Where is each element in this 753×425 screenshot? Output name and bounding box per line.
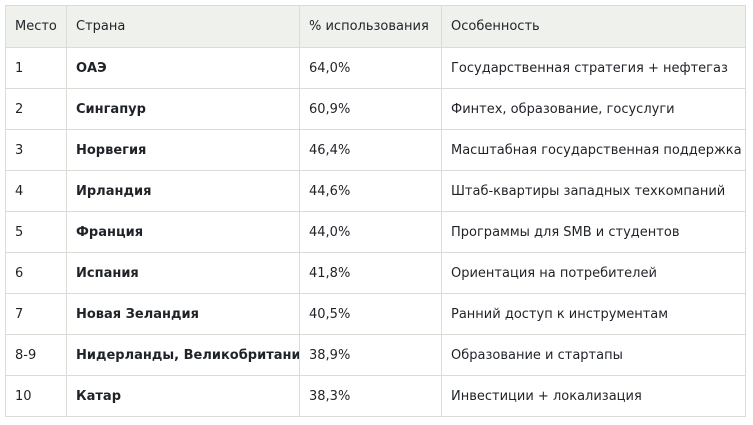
rank-cell: 2	[5, 88, 67, 130]
table-row: 6 Испания 41,8% Ориентация на потребител…	[5, 252, 746, 294]
rank-cell: 1	[5, 47, 67, 89]
usage-cell: 44,6%	[299, 170, 442, 212]
ranking-table: Место Страна % использования Особенность…	[5, 5, 746, 417]
ranking-table-container: Место Страна % использования Особенность…	[5, 5, 746, 417]
rank-cell: 7	[5, 293, 67, 335]
feature-cell: Программы для SMB и студентов	[441, 211, 746, 253]
table-row: 1 ОАЭ 64,0% Государственная стратегия + …	[5, 47, 746, 89]
country-cell: Нидерланды, Великобритания	[66, 334, 300, 376]
rank-cell: 6	[5, 252, 67, 294]
usage-cell: 44,0%	[299, 211, 442, 253]
country-cell: Испания	[66, 252, 300, 294]
table-row: 8-9 Нидерланды, Великобритания 38,9% Обр…	[5, 334, 746, 376]
column-header-rank: Место	[5, 5, 67, 48]
column-header-country: Страна	[66, 5, 300, 48]
usage-cell: 60,9%	[299, 88, 442, 130]
column-header-feature: Особенность	[441, 5, 746, 48]
usage-cell: 40,5%	[299, 293, 442, 335]
country-cell: Ирландия	[66, 170, 300, 212]
usage-cell: 38,3%	[299, 375, 442, 417]
country-cell: Новая Зеландия	[66, 293, 300, 335]
rank-cell: 8-9	[5, 334, 67, 376]
rank-cell: 4	[5, 170, 67, 212]
feature-cell: Государственная стратегия + нефтегаз	[441, 47, 746, 89]
country-cell: Катар	[66, 375, 300, 417]
feature-cell: Штаб-квартиры западных техкомпаний	[441, 170, 746, 212]
usage-cell: 64,0%	[299, 47, 442, 89]
feature-cell: Масштабная государственная поддержка	[441, 129, 746, 171]
country-cell: Норвегия	[66, 129, 300, 171]
table-row: 2 Сингапур 60,9% Финтех, образование, го…	[5, 88, 746, 130]
table-row: 5 Франция 44,0% Программы для SMB и студ…	[5, 211, 746, 253]
table-header-row: Место Страна % использования Особенность	[5, 5, 746, 48]
column-header-usage: % использования	[299, 5, 442, 48]
feature-cell: Инвестиции + локализация	[441, 375, 746, 417]
feature-cell: Образование и стартапы	[441, 334, 746, 376]
usage-cell: 38,9%	[299, 334, 442, 376]
table-row: 3 Норвегия 46,4% Масштабная государствен…	[5, 129, 746, 171]
feature-cell: Финтех, образование, госуслуги	[441, 88, 746, 130]
rank-cell: 5	[5, 211, 67, 253]
feature-cell: Ориентация на потребителей	[441, 252, 746, 294]
feature-cell: Ранний доступ к инструментам	[441, 293, 746, 335]
usage-cell: 46,4%	[299, 129, 442, 171]
country-cell: Франция	[66, 211, 300, 253]
table-row: 4 Ирландия 44,6% Штаб-квартиры западных …	[5, 170, 746, 212]
country-cell: Сингапур	[66, 88, 300, 130]
usage-cell: 41,8%	[299, 252, 442, 294]
rank-cell: 3	[5, 129, 67, 171]
country-cell: ОАЭ	[66, 47, 300, 89]
table-row: 10 Катар 38,3% Инвестиции + локализация	[5, 375, 746, 417]
table-row: 7 Новая Зеландия 40,5% Ранний доступ к и…	[5, 293, 746, 335]
rank-cell: 10	[5, 375, 67, 417]
